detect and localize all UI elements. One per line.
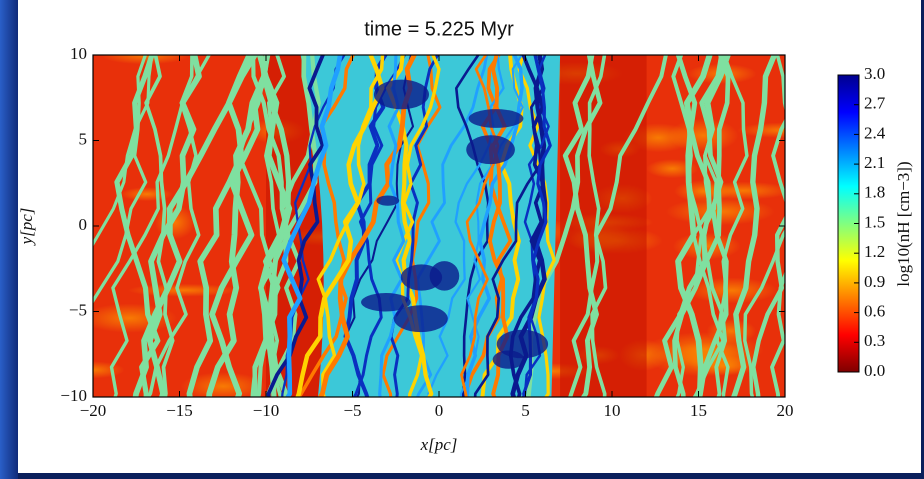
field-filament	[132, 55, 259, 397]
y-tick-label: −5	[69, 300, 87, 319]
y-tick-label: 0	[79, 215, 88, 234]
x-tick-label: −5	[343, 401, 361, 420]
field-dense-clump	[468, 109, 524, 128]
x-tick-label: 5	[521, 401, 530, 420]
y-tick-label: −10	[60, 386, 87, 405]
field-filament	[715, 55, 749, 397]
field-filament	[730, 55, 778, 397]
field-filament	[266, 55, 325, 397]
field-glow	[93, 361, 125, 379]
field-filament	[146, 55, 202, 397]
field-filament	[206, 55, 270, 397]
field-glow	[674, 180, 733, 203]
x-tick-label: −10	[253, 401, 280, 420]
field-filament	[389, 55, 440, 397]
slide-edge	[0, 0, 18, 479]
x-tick-label: 10	[604, 401, 621, 420]
x-tick-label: −15	[166, 401, 193, 420]
field-filament	[751, 215, 785, 397]
x-tick-label: 15	[690, 401, 707, 420]
y-tick-label: 5	[79, 129, 88, 148]
colorbar-tick-label: 1.2	[864, 242, 885, 261]
field-filament	[587, 55, 608, 397]
field-dense-clump	[373, 79, 429, 110]
field-glow	[100, 55, 191, 65]
field-dense-clump	[496, 329, 549, 359]
field-filament	[93, 55, 154, 247]
x-tick-label: 20	[777, 401, 794, 420]
field-filament	[691, 55, 731, 397]
colorbar-tick-label: 1.8	[864, 183, 885, 202]
field-dense-clump	[466, 135, 515, 165]
field-filament	[562, 55, 599, 397]
y-tick-label: 10	[70, 44, 87, 63]
field-filament	[93, 55, 148, 304]
field-filament	[378, 55, 406, 397]
field-glow	[668, 118, 739, 153]
field-dense-clump	[376, 195, 400, 206]
colorbar-tick-label: 0.0	[864, 361, 885, 380]
field-glow	[93, 303, 178, 333]
field-filament	[209, 55, 269, 397]
field-filament	[675, 55, 729, 397]
field-glow	[120, 187, 173, 202]
field-dense-clump	[393, 305, 448, 333]
field-filament	[251, 55, 290, 397]
field-filament	[415, 55, 489, 397]
field-filament	[281, 55, 346, 397]
field-filament	[653, 55, 712, 397]
field-filament	[295, 55, 385, 397]
x-tick-label: 0	[435, 401, 444, 420]
colorbar-tick-label: 3.0	[864, 64, 885, 83]
field-filament	[743, 55, 785, 397]
colorbar-tick-label: 0.6	[864, 302, 885, 321]
field-dense-clump	[429, 261, 460, 291]
density-field	[93, 55, 785, 397]
colorbar-label: log10(nH [cm−3])	[894, 161, 913, 286]
field-filament	[381, 55, 442, 397]
field-filament	[186, 55, 253, 397]
colorbar-tick-label: 2.4	[864, 123, 886, 142]
colorbar-tick-label: 0.3	[864, 331, 885, 350]
field-dense-clump	[361, 293, 411, 312]
x-axis-label: x[pc]	[420, 435, 458, 454]
y-axis-label: y[pc]	[17, 208, 36, 247]
colorbar-tick-label: 0.9	[864, 272, 885, 291]
field-filament	[522, 55, 552, 397]
field-filament	[697, 55, 729, 397]
colorbar-tick-label: 2.7	[864, 94, 886, 113]
field-filament	[385, 55, 434, 397]
field-glow	[646, 159, 699, 179]
colorbar-tick-label: 1.5	[864, 212, 885, 231]
colorbar-tick-label: 2.1	[864, 153, 885, 172]
field-filament	[770, 118, 785, 397]
chart-title: time = 5.225 Myr	[364, 18, 514, 40]
field-filament	[352, 55, 407, 397]
field-filament	[281, 55, 343, 397]
field-filament	[262, 55, 286, 397]
field-filament	[317, 55, 417, 397]
x-tick-label: −20	[80, 401, 107, 420]
field-filament	[109, 55, 211, 397]
field-filament	[473, 55, 545, 397]
field-glow	[180, 372, 266, 397]
